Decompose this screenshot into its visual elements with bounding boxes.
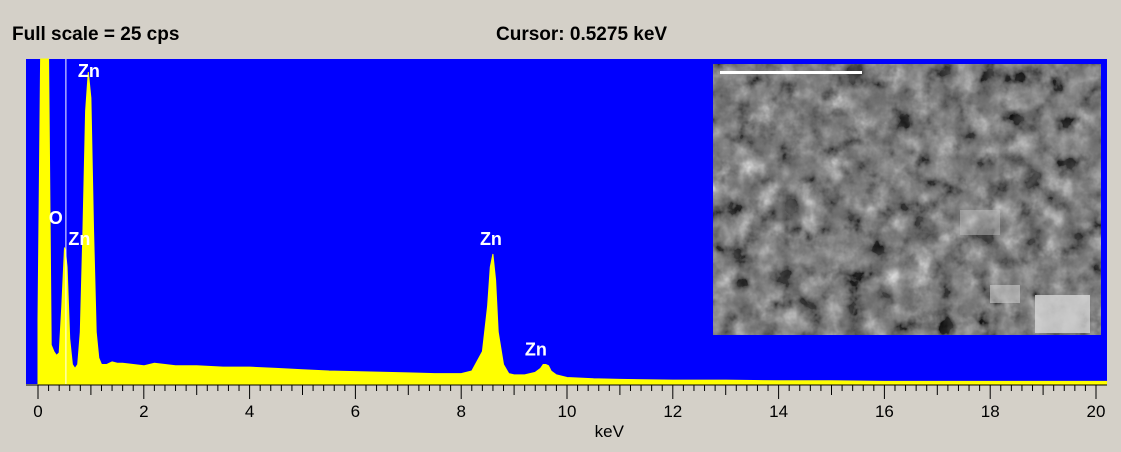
peak-label-zn-3: Zn [480,229,502,249]
x-tick-label-2: 2 [139,402,148,421]
x-tick-label-12: 12 [663,402,682,421]
cursor-readout: Cursor: 0.5275 keV [496,24,668,45]
x-tick-label-8: 8 [456,402,465,421]
x-tick-label-14: 14 [769,402,788,421]
peak-label-zn-4: Zn [525,339,547,359]
x-tick-label-16: 16 [875,402,894,421]
x-tick-label-6: 6 [351,402,360,421]
sem-micrograph-inset [713,64,1101,335]
spectrum-series [37,58,1108,385]
peak-label-zn-2: Zn [68,229,90,249]
spectrum-layer [37,58,1108,385]
x-axis-label: keV [595,422,625,441]
scale-bar [720,71,862,74]
x-tick-label-18: 18 [981,402,1000,421]
peak-label-o-1: O [49,208,63,228]
x-tick-label-4: 4 [245,402,254,421]
peak-label-zn-0: Zn [78,61,100,81]
x-tick-label-0: 0 [33,402,42,421]
x-axis-ticks: 0 2 4 6 8 10 12 14 16 18 20 [33,385,1105,421]
full-scale-label: Full scale = 25 cps [12,24,180,45]
x-tick-label-20: 20 [1087,402,1106,421]
x-tick-label-10: 10 [558,402,577,421]
